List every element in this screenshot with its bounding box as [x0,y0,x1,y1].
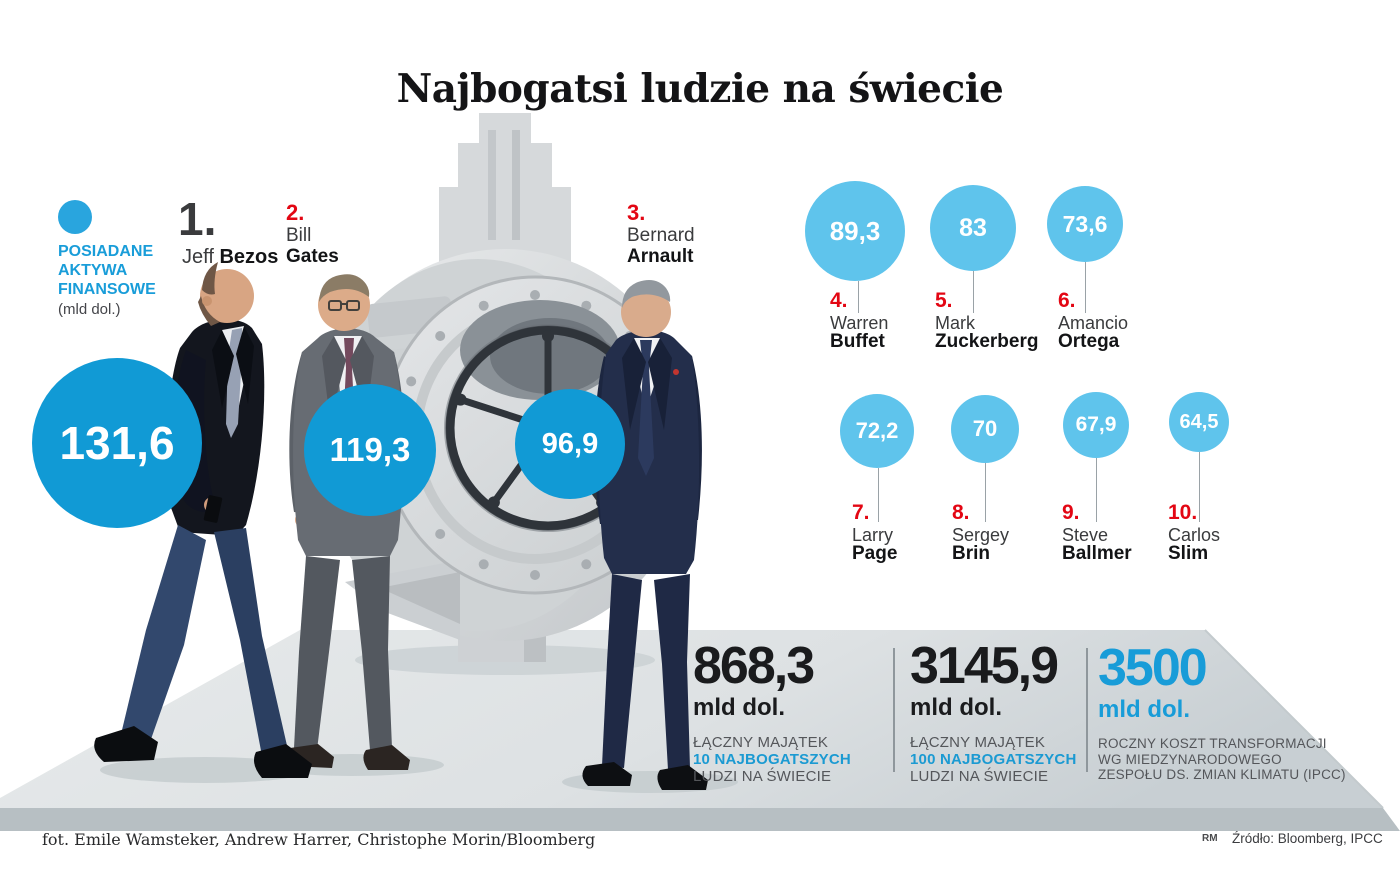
leader-line-slim [1199,452,1200,522]
bubble-ortega: 73,6 [1047,186,1123,262]
total-top100-unit: mld dol. [910,694,1002,721]
author-initials: RM [1202,833,1218,844]
rank-6-name: 6. Amancio Ortega [1058,289,1129,352]
total-ipcc-value: 3500 [1098,639,1208,697]
rank-8-name: 8. Sergey Brin [952,501,1010,564]
leader-line-buffet [858,281,859,313]
total-ipcc: 3500 mld dol. ROCZNY KOSZT TRANSFORMACJI… [1098,639,1346,783]
source-note: Źródło: Bloomberg, IPCC [1232,831,1383,846]
leader-line-brin [985,463,986,522]
total-top10-unit: mld dol. [693,694,785,721]
leader-line-page [878,468,879,522]
stat-divider-1 [893,648,895,772]
total-top10-value: 868,3 [693,637,815,695]
total-ipcc-caption: ROCZNY KOSZT TRANSFORMACJI WG MIEDZYNARO… [1098,736,1346,782]
rank-5-name: 5. Mark Zuckerberg [935,289,1039,352]
rank-4-name: 4. Warren Buffet [830,289,889,352]
legend-label: POSIADANE AKTYWA FINANSOWE [58,243,156,298]
leader-line-zuckerberg [973,271,974,313]
legend: POSIADANE AKTYWA FINANSOWE (mld dol.) [58,200,156,318]
bubble-page: 72,2 [840,394,914,468]
figure-bill-gates [260,274,444,776]
total-top10: 868,3 mld dol. ŁĄCZNY MAJĄTEK 10 NAJBOGA… [693,637,851,785]
rank-1-number: 1. [178,193,217,245]
bubble-arnault: 96,9 [515,389,625,499]
total-top100-caption: ŁĄCZNY MAJĄTEK 100 NAJBOGATSZYCH LUDZI N… [910,734,1077,785]
bubble-bezos: 131,6 [32,358,202,528]
legend-unit: (mld dol.) [58,301,121,318]
bubble-buffet: 89,3 [805,181,905,281]
bubble-ballmer: 67,9 [1063,392,1129,458]
page-title: Najbogatsi ludzie na świecie [396,66,1004,113]
rank-1-name: Jeff Bezos [182,246,279,268]
total-top100-value: 3145,9 [910,637,1059,695]
rank-7-name: 7. Larry Page [852,501,898,564]
leader-line-ortega [1085,262,1086,313]
bubble-brin: 70 [951,395,1019,463]
glasses-icon [328,300,360,311]
legend-bubble-icon [58,200,92,234]
rank-10-name: 10. Carlos Slim [1168,501,1221,564]
leader-line-ballmer [1096,458,1097,522]
photo-credit: fot. Emile Wamsteker, Andrew Harrer, Chr… [42,830,596,849]
bubble-zuckerberg: 83 [930,185,1016,271]
total-top10-caption: ŁĄCZNY MAJĄTEK 10 NAJBOGATSZYCH LUDZI NA… [693,734,851,785]
bubble-gates: 119,3 [304,384,436,516]
total-ipcc-unit: mld dol. [1098,696,1190,723]
rank-9-name: 9. Steve Ballmer [1062,501,1132,564]
bubble-slim: 64,5 [1169,392,1229,452]
stat-divider-2 [1086,648,1088,772]
rank-2-name: 2. Bill Gates [286,200,339,268]
rank-3-name: 3. Bernard Arnault [627,200,695,268]
total-top100: 3145,9 mld dol. ŁĄCZNY MAJĄTEK 100 NAJBO… [910,637,1077,785]
